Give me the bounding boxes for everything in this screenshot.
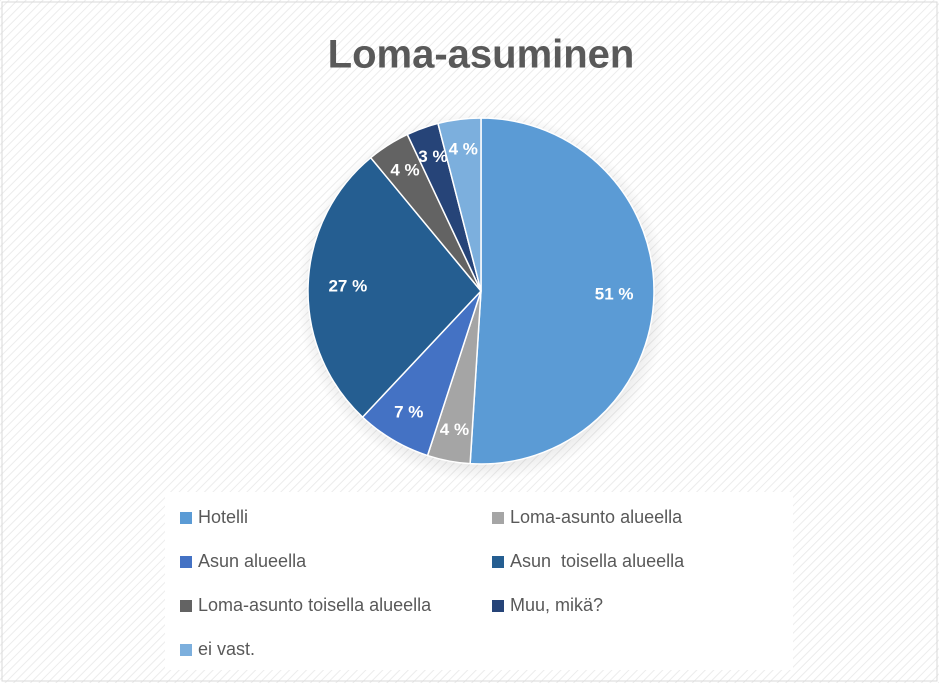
legend-label: Muu, mikä? [510,595,603,615]
data-label: 7 % [394,403,423,422]
legend-label: Hotelli [198,507,248,527]
legend-label: Asun alueella [198,551,307,571]
data-label: 27 % [328,276,367,295]
legend-swatch [180,556,192,568]
legend-swatch [180,600,192,612]
legend-label: Loma-asunto toisella alueella [198,595,432,615]
legend-swatch [180,644,192,656]
legend-label: Asun toisella alueella [510,551,685,571]
pie-slice [307,156,482,419]
pie-slice [469,117,655,465]
legend-box [165,492,793,670]
legend-label: Loma-asunto alueella [510,507,683,527]
legend-swatch [492,556,504,568]
data-label: 51 % [595,285,634,304]
legend-swatch [492,600,504,612]
data-label: 3 % [418,147,447,166]
legend-swatch [180,512,192,524]
data-label: 4 % [440,420,469,439]
chart-title: Loma-asuminen [328,33,635,77]
data-label: 4 % [449,140,478,159]
legend-swatch [492,512,504,524]
legend-label: ei vast. [198,639,255,659]
data-label: 4 % [390,161,419,180]
pie-slice [437,117,482,292]
